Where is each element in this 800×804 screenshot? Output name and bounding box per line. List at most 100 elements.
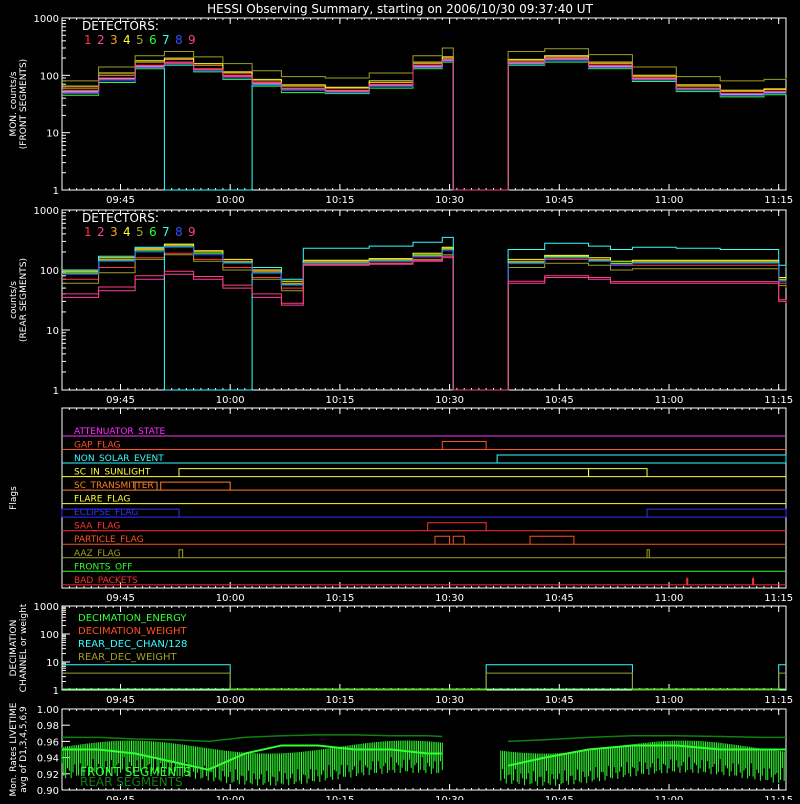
flag-segment-SC_IN_SUNLIGHT (588, 468, 648, 477)
front-ylabel: MON. counts/s (9, 71, 19, 136)
flag-label-ATTENUATOR_STATE: ATTENUATOR_STATE (74, 427, 166, 437)
front-frame (61, 17, 787, 191)
livetime-ytick-label: 0.96 (37, 737, 59, 748)
decimation-legend-REAR_DEC_CHAN/128: REAR_DEC_CHAN/128 (78, 639, 187, 650)
rear-ytick-label: 1000 (34, 206, 59, 217)
flag-label-SAA_FLAG: SAA_FLAG (74, 522, 120, 532)
front-legend-title: DETECTORS: (82, 19, 159, 33)
rear-legend-item-5: 5 (136, 225, 144, 239)
flag-segment-AAZ_FLAG (646, 549, 650, 558)
decimation-xtick-label: 10:00 (216, 695, 245, 706)
rear-ytick-label: 1 (53, 386, 59, 397)
decimation-xtick-label: 10:30 (435, 695, 464, 706)
flags-ylabel: Flags (9, 486, 19, 510)
decimation-xtick-label: 11:00 (655, 695, 684, 706)
livetime-xtick-label: 10:45 (545, 795, 574, 800)
rear-xtick-label: 10:00 (216, 395, 245, 406)
flag-segment-ECLIPSE_FLAG (61, 508, 180, 518)
decimation-ytick-label: 100 (40, 630, 59, 641)
front-legend-item-3: 3 (110, 33, 118, 47)
livetime-legend-FRONT-SEGMENTS: FRONT SEGMENTS (80, 765, 191, 779)
decimation-xtick-label: 10:45 (545, 695, 574, 706)
rear-legend-item-8: 8 (175, 225, 183, 239)
rear-legend-item-2: 2 (97, 225, 105, 239)
flags-xtick-label: 11:15 (764, 593, 793, 604)
front-ytick-label: 1000 (34, 14, 59, 25)
decimation-xtick-label: 10:15 (325, 695, 354, 706)
flag-label-NON_SOLAR_EVENT: NON_SOLAR_EVENT (74, 454, 164, 464)
livetime-ytick-label: 0.94 (37, 754, 59, 765)
front-series-9 (62, 57, 787, 191)
front-xtick-label: 09:45 (106, 195, 135, 206)
front-xtick-label: 11:00 (655, 195, 684, 206)
front-ytick-label: 100 (40, 71, 59, 82)
livetime-legend-REAR-SEGMENTS: REAR SEGMENTS (80, 775, 183, 789)
rear-legend-item-9: 9 (188, 225, 196, 239)
flags-frame (61, 407, 787, 589)
decimation-ytick-label: 1 (53, 686, 59, 697)
livetime-front-noise (61, 740, 785, 786)
flag-segment-SAA_FLAG (427, 522, 487, 531)
front-legend-item-5: 5 (136, 33, 144, 47)
flags-xtick-label: 10:15 (325, 593, 354, 604)
front-ytick-label: 1 (53, 186, 59, 197)
flag-segment-PARTICLE_FLAG (529, 535, 575, 545)
rear-xtick-label: 10:15 (325, 395, 354, 406)
flag-label-GAP_FLAG: GAP_FLAG (74, 441, 120, 451)
livetime-xtick-label: 09:45 (106, 795, 135, 800)
decimation-ylabel: DECIMATION (9, 620, 19, 677)
rear-legend-item-7: 7 (162, 225, 170, 239)
front-ytick-label: 10 (46, 129, 59, 140)
flags-xtick-label: 09:45 (106, 593, 135, 604)
rear-legend-item-1: 1 (84, 225, 92, 239)
front-xtick-label: 10:00 (216, 195, 245, 206)
flag-segment-SC_TRANSMITTER (160, 481, 231, 491)
decimation-ytick-label: 1000 (34, 602, 59, 613)
decimation-ytick-label: 10 (46, 658, 59, 669)
front-xtick-label: 11:15 (764, 195, 793, 206)
rear-series-5 (62, 254, 787, 391)
front-legend-item-7: 7 (162, 33, 170, 47)
decimation-legend-REAR_DEC_WEIGHT: REAR_DEC_WEIGHT (78, 652, 177, 663)
rear-legend-item-6: 6 (149, 225, 157, 239)
flags-xtick-label: 10:30 (435, 593, 464, 604)
flag-label-FLARE_FLAG: FLARE_FLAG (74, 495, 130, 505)
flag-label-ECLIPSE_FLAG: ECLIPSE_FLAG (74, 508, 138, 518)
rear-ytick-label: 100 (40, 266, 59, 277)
rear-legend-item-3: 3 (110, 225, 118, 239)
rear-series-9 (62, 255, 787, 391)
livetime-ytick-label: 0.98 (37, 721, 59, 732)
front-xtick-label: 10:45 (545, 195, 574, 206)
front-legend-item-4: 4 (123, 33, 131, 47)
flag-label-BAD_PACKETS: BAD_PACKETS (74, 576, 138, 586)
rear-ylabel: counts/s (9, 281, 19, 319)
flag-label-PARTICLE_FLAG: PARTICLE_FLAG (74, 535, 144, 545)
livetime-ytick-label: 0.92 (37, 770, 59, 781)
flag-segment-GAP_FLAG (441, 441, 487, 450)
decimation-legend-DECIMATION_WEIGHT: DECIMATION_WEIGHT (78, 626, 187, 637)
flag-label-SC_IN_SUNLIGHT: SC_IN_SUNLIGHT (74, 468, 151, 478)
livetime-xtick-label: 10:15 (325, 795, 354, 800)
flag-segment-SC_TRANSMITTER (134, 481, 158, 491)
rear-ytick-label: 10 (46, 326, 59, 337)
front-xtick-label: 10:15 (325, 195, 354, 206)
rear-legend-title: DETECTORS: (82, 211, 159, 225)
flags-xtick-label: 10:00 (216, 593, 245, 604)
rear-xtick-label: 11:00 (655, 395, 684, 406)
flag-segment-PARTICLE_FLAG (434, 535, 451, 545)
front-legend-item-1: 1 (84, 33, 92, 47)
decimation-series-REAR_DEC_WEIGHT (62, 672, 786, 691)
rear-xtick-label: 10:45 (545, 395, 574, 406)
flag-label-AAZ_FLAG: AAZ_FLAG (74, 549, 121, 559)
front-legend-item-6: 6 (149, 33, 157, 47)
flags-xtick-label: 10:45 (545, 593, 574, 604)
decimation-xtick-label: 11:15 (764, 695, 793, 706)
livetime-xtick-label: 11:15 (764, 795, 793, 800)
livetime-xtick-label: 10:00 (216, 795, 245, 800)
rear-series-7 (62, 236, 787, 391)
livetime-ylabel: avg of D1,3,4,5,6,9 (19, 706, 29, 793)
flag-label-FRONTS_OFF: FRONTS_OFF (74, 562, 132, 572)
livetime-xtick-label: 10:30 (435, 795, 464, 800)
